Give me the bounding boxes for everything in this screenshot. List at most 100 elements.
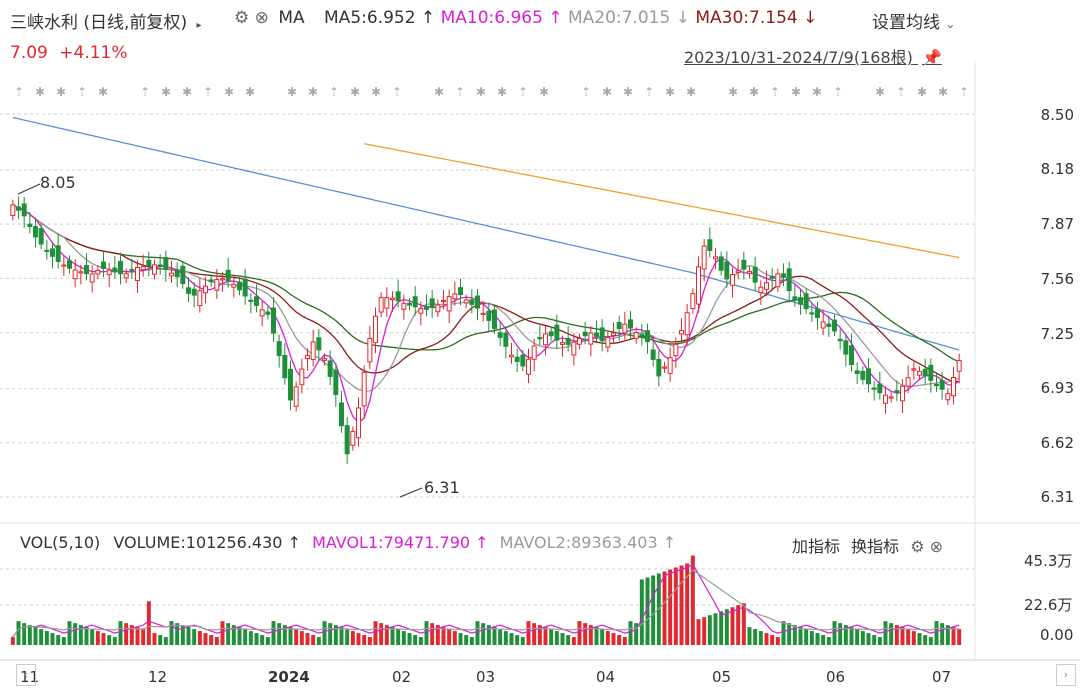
volume-bar [622, 637, 627, 645]
candle-up [662, 366, 667, 369]
candle-up [622, 323, 628, 334]
volume-bar [469, 637, 474, 645]
volume-bar [549, 629, 554, 645]
volume-bar [192, 629, 197, 645]
volume-bar [118, 621, 123, 645]
gear-icon[interactable]: ⚙ [910, 537, 925, 556]
change-percent: +4.11% [59, 43, 128, 63]
candle-down [118, 260, 123, 275]
close-icon[interactable]: ⊗ [254, 8, 269, 28]
volume-bar [305, 633, 310, 645]
candle-up [679, 330, 684, 335]
candle-up [905, 377, 911, 387]
candle-down [50, 248, 55, 257]
candle-down [894, 390, 900, 393]
candle-down [582, 331, 588, 337]
candle-up [373, 315, 378, 344]
event-marker-icon: ✱ [371, 85, 381, 99]
candle-up [951, 377, 956, 397]
volume-bar [413, 635, 418, 645]
volume-bar [838, 623, 843, 645]
scroll-left-icon[interactable]: ‹ [16, 664, 36, 686]
volume-bar [707, 615, 712, 645]
low-label: 6.31 [424, 478, 460, 497]
candle-down [843, 340, 849, 355]
candle-up [701, 245, 707, 270]
candle-up [203, 285, 208, 294]
volume-bar [90, 629, 95, 645]
candle-down [599, 327, 605, 342]
candle-up [888, 396, 894, 399]
candle-up [633, 332, 639, 340]
close-icon[interactable]: ⊗ [929, 537, 944, 556]
candle-down [157, 264, 163, 267]
dropdown-triangle-icon[interactable]: ▸ [196, 20, 202, 31]
candle-down [288, 368, 293, 401]
candle-down [922, 368, 928, 377]
volume-bar [226, 623, 231, 645]
add-indicator-button[interactable]: 加指标 [792, 537, 841, 556]
volume-bar [860, 631, 865, 645]
volume-bar [384, 625, 389, 645]
volume-bar [129, 625, 134, 645]
x-tick: 11 [20, 668, 40, 686]
volume-ma-lines [12, 563, 960, 638]
candle-down [412, 296, 418, 308]
ma10-trend-icon: ↑ [542, 8, 563, 28]
candle-down [429, 298, 435, 309]
candle-down [112, 267, 118, 273]
pin-icon[interactable]: 📌 [921, 48, 942, 67]
indicator-name[interactable]: MA [278, 8, 305, 28]
candle-down [628, 319, 633, 329]
volume-bar [95, 631, 100, 645]
switch-indicator-button[interactable]: 换指标 [851, 537, 900, 556]
price-tick: 7.87 [1040, 215, 1074, 233]
indicator-actions: 加指标 换指标 ⚙ ⊗ [792, 533, 943, 557]
candle-up [571, 341, 577, 356]
volume-bar [520, 637, 525, 645]
vol-label[interactable]: VOL(5,10) [20, 533, 101, 552]
candle-up [140, 266, 146, 271]
candle-up [106, 269, 112, 276]
candle-up [305, 354, 310, 360]
volume-bar [719, 611, 724, 645]
ma-settings-button[interactable]: 设置均线 ⌄ [872, 8, 955, 33]
candle-down [815, 308, 820, 319]
volume-bar [452, 631, 457, 645]
mavol2-line [12, 569, 960, 638]
candle-up [588, 332, 594, 345]
event-marker-icon: ✱ [161, 85, 171, 99]
candle-down [724, 261, 730, 280]
candle-up [764, 282, 769, 290]
volume-bar [163, 637, 168, 645]
candle-down [554, 324, 560, 341]
candle-down [327, 360, 333, 377]
scroll-right-icon[interactable]: › [1056, 664, 1076, 686]
gear-icon[interactable]: ⚙ [234, 8, 250, 28]
volume-bar [39, 629, 44, 645]
event-marker-icon: ✱ [245, 85, 255, 99]
volume-bar [679, 565, 684, 645]
candle-down [282, 354, 288, 379]
x-tick: 07 [932, 668, 952, 686]
event-marker-icon: ✱ [623, 85, 633, 99]
volume-bar [288, 627, 293, 645]
candle-down [752, 266, 758, 283]
candle-up [463, 299, 469, 304]
date-range[interactable]: 2023/10/31-2024/7/9(168根) 📌 [684, 44, 942, 68]
volume-bar [826, 637, 831, 645]
ma10-line [12, 204, 960, 392]
volume-bar [447, 629, 452, 645]
volume-bar [339, 627, 344, 645]
event-marker-icon: ✱ [938, 85, 948, 99]
indicator-bar: ⚙ ⊗ MA MA5:6.952 ↑ MA10:6.965 ↑ MA20:7.0… [234, 8, 817, 28]
volume-bar [560, 633, 565, 645]
candle-up [531, 345, 537, 360]
volume-bar [872, 635, 877, 645]
volume-bar [141, 629, 146, 645]
volume-bar [197, 631, 202, 645]
volume-bar [843, 625, 848, 645]
candle-down [208, 279, 214, 283]
volume-bar [532, 623, 537, 645]
